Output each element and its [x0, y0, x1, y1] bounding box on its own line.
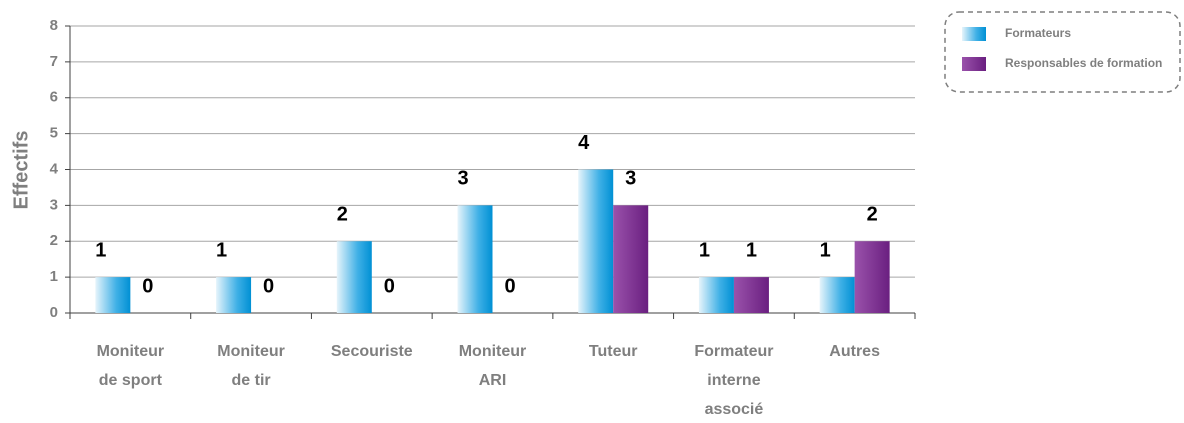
x-tick-label: ARI [479, 372, 507, 389]
y-tick-label: 2 [50, 232, 58, 249]
value-label: 0 [504, 275, 515, 297]
y-tick-label: 5 [50, 125, 58, 142]
y-tick-label: 6 [50, 89, 58, 106]
y-tick-label: 3 [50, 196, 58, 213]
value-label: 1 [746, 239, 757, 261]
y-axis-title: Effectifs [10, 131, 32, 210]
x-tick-label: Moniteur [97, 343, 165, 360]
bar [698, 277, 734, 313]
x-tick-label: Secouriste [331, 343, 413, 360]
bar [733, 277, 769, 313]
x-tick-label: Formateur [694, 343, 773, 360]
legend-swatch [962, 57, 986, 71]
x-tick-label: Tuteur [589, 343, 638, 360]
bar [336, 241, 372, 313]
value-label: 4 [578, 132, 590, 154]
y-tick-label: 7 [50, 53, 58, 70]
legend-box [944, 11, 1181, 93]
value-label: 0 [263, 275, 274, 297]
value-label: 1 [820, 239, 831, 261]
bar [95, 277, 131, 313]
x-tick-label: Autres [829, 343, 880, 360]
legend-label: Responsables de formation [1005, 56, 1162, 70]
bar [854, 241, 890, 313]
value-label: 1 [95, 239, 106, 261]
value-label: 3 [457, 168, 468, 190]
value-label: 1 [216, 239, 227, 261]
x-tick-label: Moniteur [217, 343, 285, 360]
y-tick-label: 1 [50, 268, 58, 285]
x-tick-label: interne [707, 372, 760, 389]
y-tick-label: 8 [50, 17, 58, 34]
bar [216, 277, 252, 313]
x-tick-label: associé [705, 401, 764, 418]
x-tick-label: de sport [99, 372, 163, 389]
bar [819, 277, 855, 313]
bar [613, 205, 649, 313]
value-label: 3 [625, 168, 636, 190]
y-tick-label: 0 [50, 304, 58, 321]
x-tick-label: Moniteur [459, 343, 527, 360]
value-label: 0 [384, 275, 395, 297]
value-label: 1 [699, 239, 710, 261]
bar [578, 169, 614, 313]
value-label: 2 [337, 204, 348, 226]
legend-label: Formateurs [1005, 26, 1071, 40]
legend-swatch [962, 27, 986, 41]
y-tick-label: 4 [50, 160, 59, 177]
value-label: 2 [867, 204, 878, 226]
value-label: 0 [142, 275, 153, 297]
x-tick-label: de tir [232, 372, 271, 389]
bar [457, 205, 493, 313]
